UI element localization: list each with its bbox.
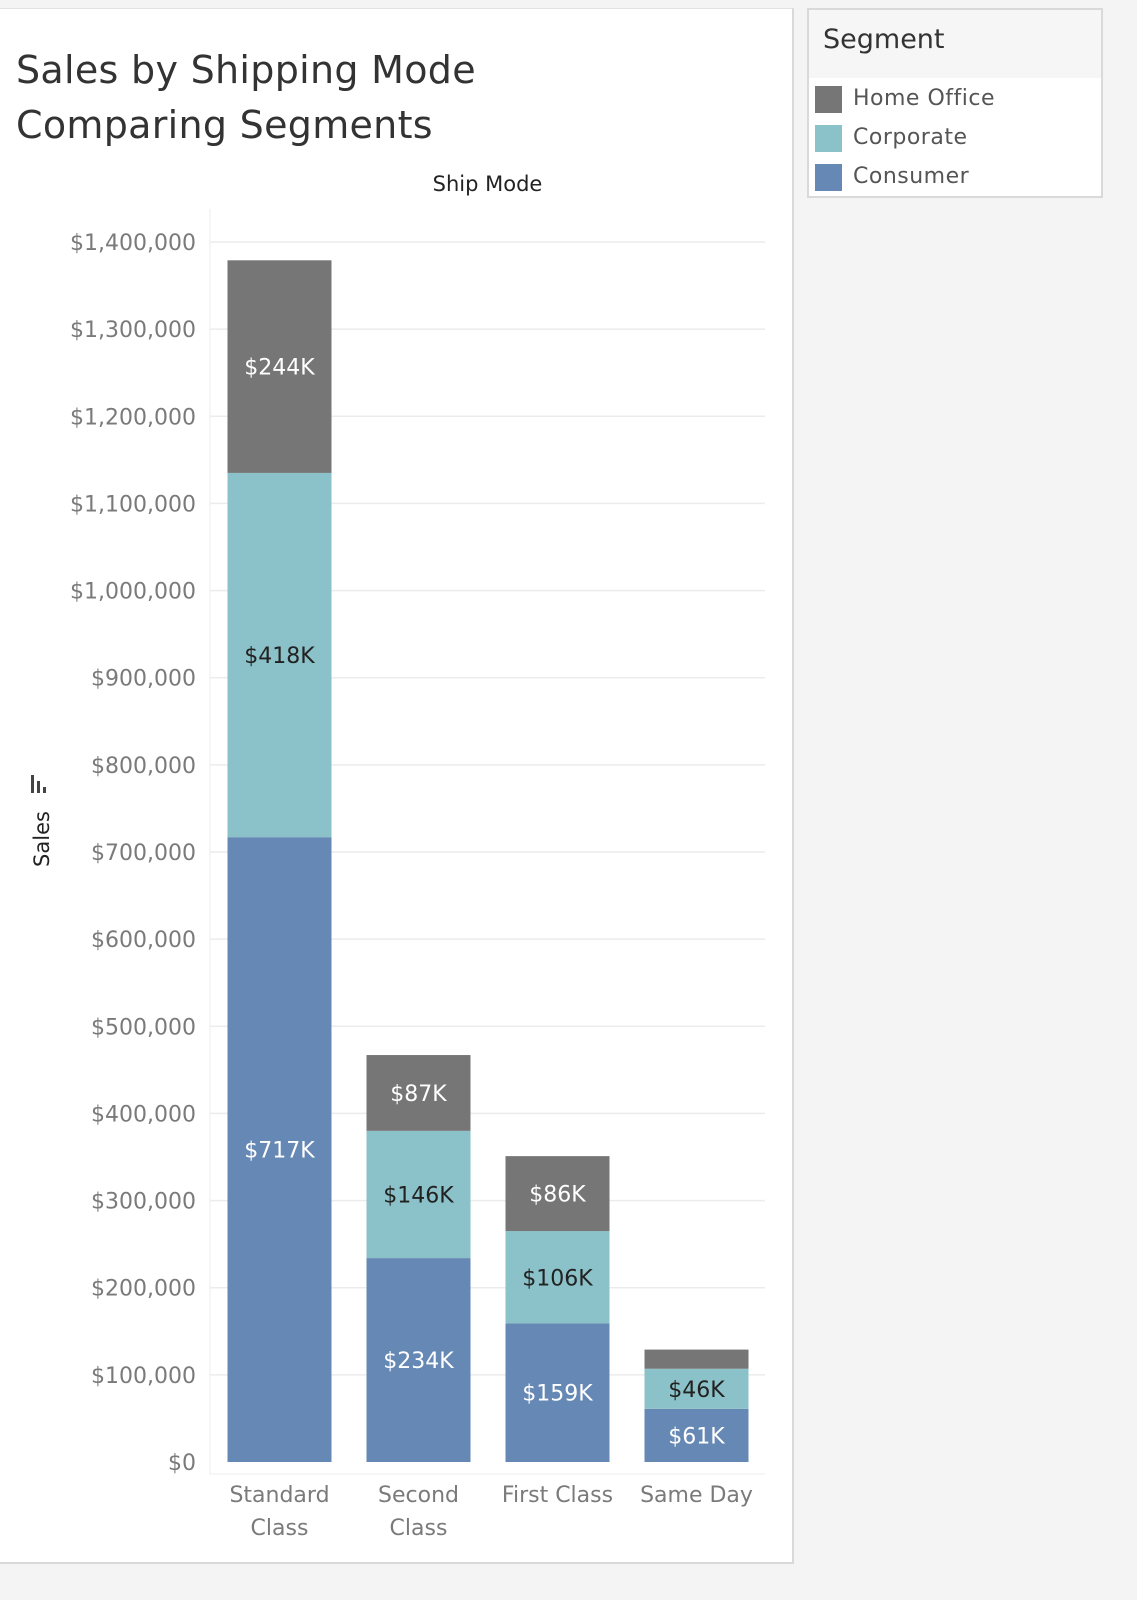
x-category-label: Same Day [640,1483,753,1508]
bar-segment-home-office-first-class [505,1156,610,1232]
chart-title: Sales by Shipping Mode Comparing Segment… [16,43,476,153]
y-tick-label: $600,000 [91,928,196,953]
data-label: $46K [668,1378,725,1403]
y-tick-label: $100,000 [91,1364,196,1389]
legend-label-home-office: Home Office [853,86,996,111]
x-category-label: Second [378,1483,459,1508]
data-label: $106K [522,1266,593,1291]
legend-swatch-home-office [815,86,842,113]
legend-title-bar [809,10,1101,78]
y-tick-label: $300,000 [91,1190,196,1215]
sort-icon [31,775,34,793]
bar-segment-consumer-second-class [366,1258,471,1462]
bar-segment-consumer-standard-class [227,837,332,1462]
y-tick-label: $800,000 [91,754,196,779]
y-tick-label: $1,100,000 [70,492,196,517]
y-tick-label: $200,000 [91,1277,196,1302]
data-label: $159K [522,1382,593,1407]
y-tick-label: $400,000 [91,1102,196,1127]
legend-swatch-corporate [815,125,842,152]
y-tick-label: $0 [168,1451,196,1476]
y-tick-label: $700,000 [91,841,196,866]
bar-segment-consumer-first-class [505,1323,610,1462]
legend-item-consumer[interactable]: Consumer [815,162,1095,192]
legend-title: Segment [823,24,945,55]
legend-item-home-office[interactable]: Home Office [815,84,1095,114]
legend-swatch-consumer [815,164,842,191]
y-tick-label: $1,000,000 [70,580,196,605]
data-label: $146K [383,1183,454,1208]
bar-segment-home-office-same-day [644,1349,749,1369]
worksheet-panel: Sales by Shipping Mode Comparing Segment… [0,8,794,1564]
y-axis-title: Sales [30,811,54,867]
bar-segment-corporate-standard-class [227,472,332,838]
sort-icon-bar [37,781,40,793]
stacked-bar-chart: Ship Mode $0 $100,000 $200,000 $300,000 $400,… [30,172,765,1541]
x-category-label: First Class [502,1483,613,1508]
bar-segment-corporate-same-day [644,1368,749,1409]
legend-label-corporate: Corporate [853,125,968,150]
chart-title-line-1: Sales by Shipping Mode [16,48,476,92]
data-label: $61K [668,1424,725,1449]
legend-item-corporate[interactable]: Corporate [815,123,1095,153]
data-label: $87K [390,1082,447,1107]
data-label: $244K [244,356,315,381]
y-tick-label: $900,000 [91,667,196,692]
bar-segment-home-office-second-class [366,1055,471,1131]
y-tick-label: $1,400,000 [70,231,196,256]
bar-segment-home-office-standard-class [227,260,332,473]
chart-title-line-2: Comparing Segments [16,103,433,147]
x-category-label: Class [390,1516,448,1541]
y-tick-label: $1,300,000 [70,318,196,343]
legend-label-consumer: Consumer [853,164,970,189]
x-category-label: Standard [229,1483,329,1508]
data-label: $717K [244,1139,315,1164]
segment-legend[interactable]: Segment Home Office Corporate Consumer [807,8,1103,198]
y-tick-label: $1,200,000 [70,405,196,430]
data-label: $86K [529,1183,586,1208]
y-tick-label: $500,000 [91,1015,196,1040]
bar-segment-consumer-same-day [644,1408,749,1462]
bar-segment-corporate-second-class [366,1130,471,1259]
column-header-ship-mode: Ship Mode [433,172,543,196]
x-category-label: Class [251,1516,309,1541]
data-label: $234K [383,1349,454,1374]
bar-segment-corporate-first-class [505,1231,610,1324]
sort-icon-bar [43,787,46,793]
data-label: $418K [244,644,315,669]
